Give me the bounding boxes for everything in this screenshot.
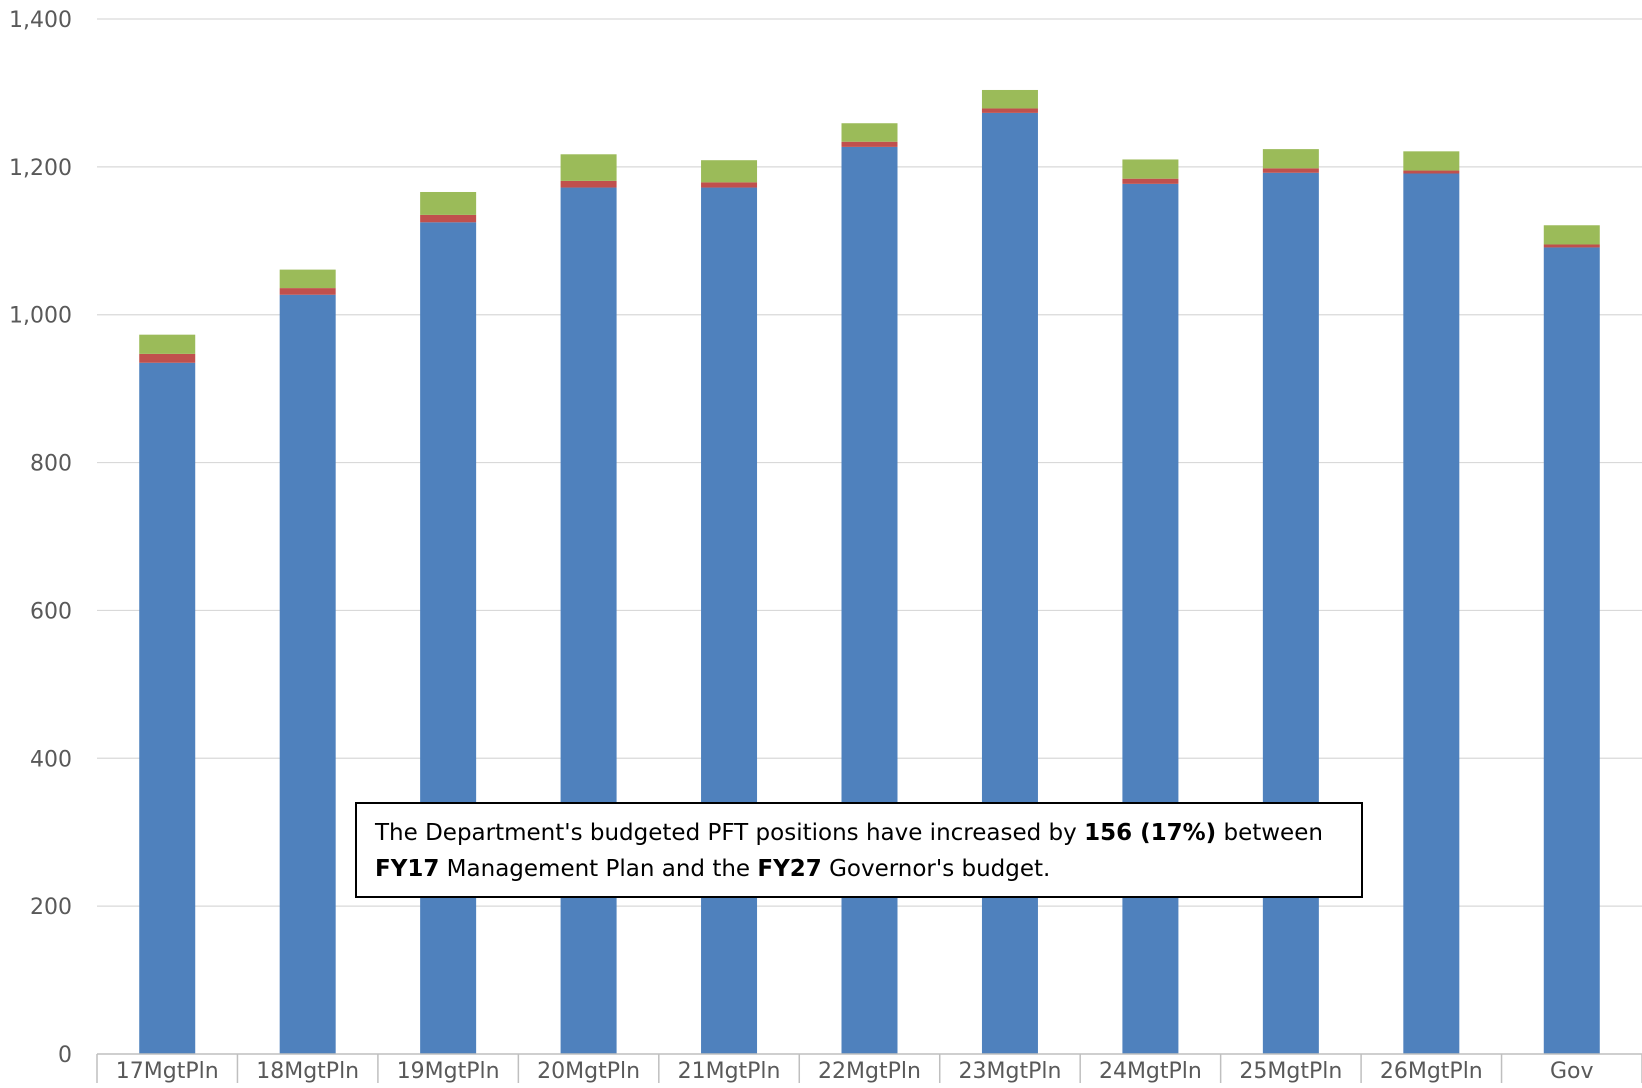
y-tick-label: 1,000 xyxy=(9,304,72,329)
bar-segment-series-3 xyxy=(139,334,196,354)
y-tick-label: 1,200 xyxy=(9,156,72,181)
bar-segment-series-1 xyxy=(139,362,196,1055)
bar-segment-series-3 xyxy=(841,123,898,142)
bar-segment-series-1 xyxy=(981,112,1038,1054)
y-tick-label: 600 xyxy=(30,599,72,624)
bar-segment-series-2 xyxy=(841,141,898,147)
x-tick-label: 26MgtPln xyxy=(1380,1059,1483,1083)
bar-segment-series-2 xyxy=(279,288,336,295)
annotation-start-year: FY17 xyxy=(375,856,440,882)
bar-segment-series-2 xyxy=(1543,244,1600,248)
bar-segment-series-2 xyxy=(420,214,477,223)
y-tick-label: 0 xyxy=(58,1043,72,1068)
annotation-text: Governor's budget. xyxy=(821,856,1051,882)
bar-segment-series-1 xyxy=(701,187,758,1055)
x-tick-label: 25MgtPln xyxy=(1239,1059,1342,1083)
x-tick-label: 21MgtPln xyxy=(678,1059,781,1083)
bar-segment-series-2 xyxy=(1122,178,1179,184)
y-tick-label: 400 xyxy=(30,747,72,772)
bar-segment-series-1 xyxy=(841,146,898,1054)
bar-segment-series-1 xyxy=(420,222,477,1054)
x-tick-label: 22MgtPln xyxy=(818,1059,921,1083)
bar-segment-series-3 xyxy=(279,269,336,289)
bar-segment-series-3 xyxy=(981,89,1038,109)
y-tick-label: 800 xyxy=(30,452,72,477)
x-tick-label: 20MgtPln xyxy=(537,1059,640,1083)
x-tick-label: 18MgtPln xyxy=(256,1059,359,1083)
bar-segment-series-1 xyxy=(279,294,336,1055)
bar-segment-series-3 xyxy=(1262,149,1319,169)
bar-segment-series-3 xyxy=(420,191,477,215)
bar-segment-series-3 xyxy=(1122,159,1179,179)
bar-segment-series-2 xyxy=(139,353,196,363)
y-tick-label: 1,400 xyxy=(9,8,72,33)
annotation-text: between xyxy=(1216,820,1323,846)
x-tick-label: Gov xyxy=(1550,1059,1594,1083)
y-tick-label: 200 xyxy=(30,895,72,920)
bar-segment-series-2 xyxy=(1262,168,1319,173)
bar-segment-series-3 xyxy=(560,154,617,181)
bar-segment-series-2 xyxy=(701,182,758,188)
x-axis xyxy=(96,1053,1642,1083)
bar-segment-series-1 xyxy=(1122,183,1179,1054)
y-axis: 0 200 400 600 800 1,000 1,200 1,400 xyxy=(9,8,72,1068)
annotation-end-year: FY27 xyxy=(757,856,822,882)
x-tick-label: 17MgtPln xyxy=(116,1059,219,1083)
bar-segment-series-1 xyxy=(1403,173,1460,1054)
bar-segment-series-3 xyxy=(1543,225,1600,245)
annotation-increase: 156 (17%) xyxy=(1084,820,1217,846)
annotation-text: The Department's budgeted PFT positions … xyxy=(375,820,1085,846)
bars xyxy=(139,89,1600,1055)
x-axis-labels: 17MgtPln 18MgtPln 19MgtPln 20MgtPln 21MgtPln… xyxy=(116,1059,1594,1084)
x-tick-label: 19MgtPln xyxy=(397,1059,500,1083)
bar-segment-series-2 xyxy=(1403,170,1460,174)
bar-segment-series-3 xyxy=(1403,151,1460,171)
bar-segment-series-2 xyxy=(560,180,617,188)
bar-segment-series-1 xyxy=(1543,247,1600,1055)
bar-segment-series-2 xyxy=(981,108,1038,113)
bar-segment-series-3 xyxy=(701,160,758,183)
annotation-text: Management Plan and the xyxy=(439,856,758,882)
x-tick-label: 23MgtPln xyxy=(959,1059,1062,1083)
bar-segment-series-1 xyxy=(1262,172,1319,1054)
x-tick-label: 24MgtPln xyxy=(1099,1059,1202,1083)
annotation-box: The Department's budgeted PFT positions … xyxy=(355,802,1363,898)
bar-segment-series-1 xyxy=(560,187,617,1055)
